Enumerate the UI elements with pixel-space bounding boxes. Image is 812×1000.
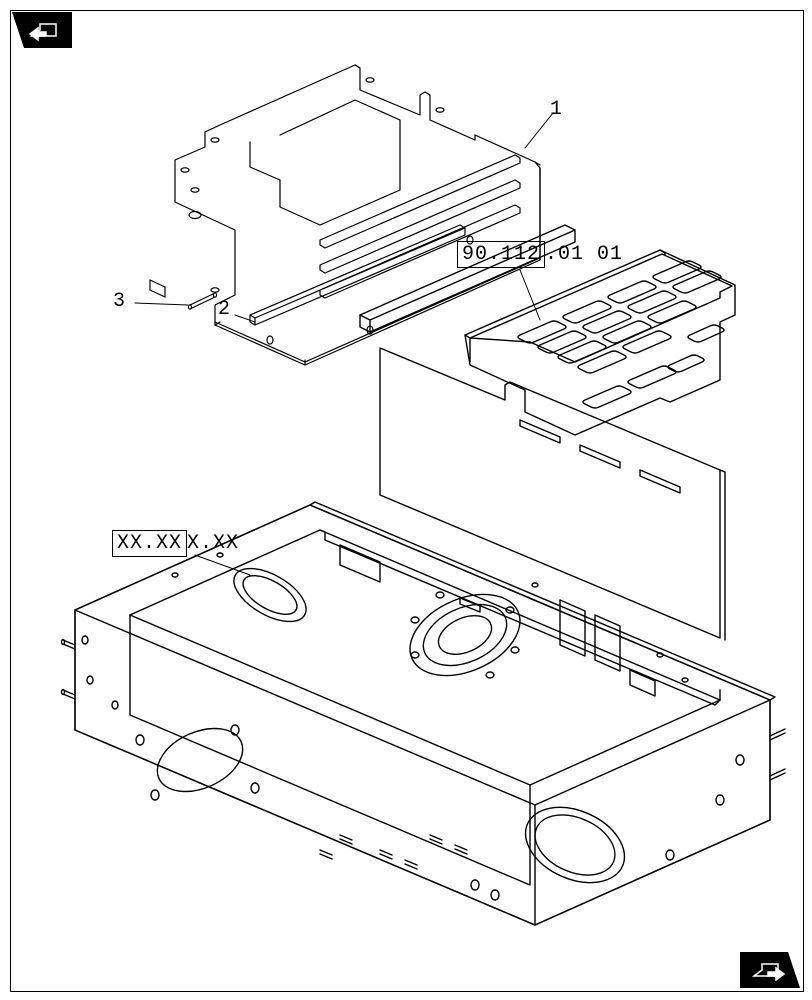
main-housing bbox=[62, 348, 786, 925]
exploded-view-drawing bbox=[20, 40, 790, 960]
part-1-top-plate bbox=[150, 65, 540, 365]
part-3-pin bbox=[189, 293, 217, 309]
part-2-bar bbox=[250, 225, 465, 325]
